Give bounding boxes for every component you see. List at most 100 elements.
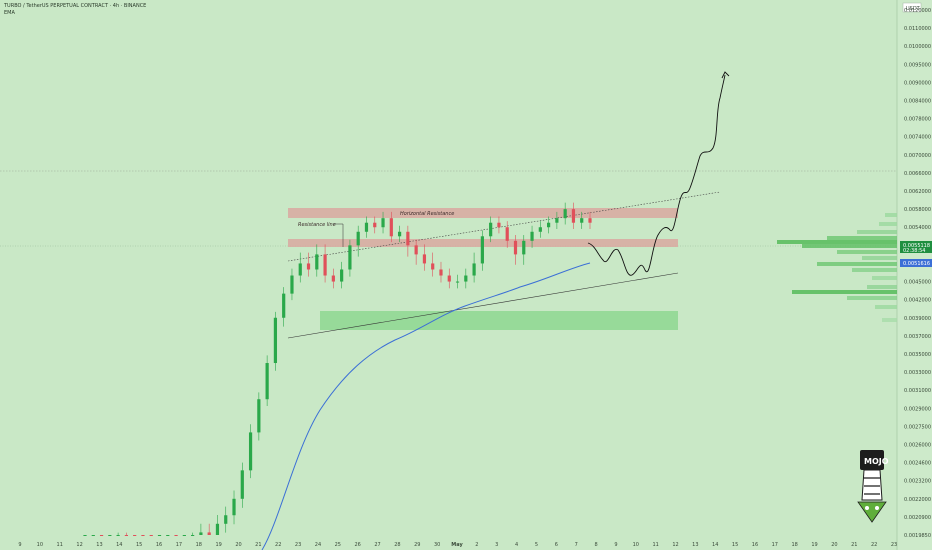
y-tick-label: 0.0027500 [904, 424, 931, 430]
x-tick-label: May [451, 542, 463, 548]
candle-body [414, 245, 418, 255]
volume-profile-bar [857, 230, 897, 234]
x-tick-label: 30 [434, 542, 440, 548]
x-tick-label: 15 [136, 542, 142, 548]
candle-body [431, 263, 435, 270]
x-tick-label: 15 [732, 542, 738, 548]
candle-body [298, 263, 302, 276]
currency-label: USDT [906, 6, 921, 12]
x-tick-label: 17 [176, 542, 182, 548]
y-axis-ticks: 0.0120000 0.0110000 0.0100000 0.0095000 0.00… [904, 8, 931, 539]
candle-body [199, 532, 203, 535]
y-tick-label: 0.0084000 [904, 99, 931, 105]
candle-body [157, 535, 162, 536]
x-tick-label: 29 [414, 542, 420, 548]
candle-body [273, 317, 278, 364]
volume-profile-bar [852, 268, 897, 272]
currency-badge [902, 2, 922, 13]
resistance-line-label: Resistance line [298, 222, 336, 228]
chart-title-text: TURBO / TetherUS PERPETUAL CONTRACT · 4h… [4, 3, 147, 9]
x-tick-label: 9 [18, 542, 21, 548]
x-tick-label: 21 [851, 542, 857, 548]
candle-body [91, 535, 95, 536]
candle-body [248, 432, 253, 471]
countdown-text: 02:38:54 [903, 248, 925, 254]
candle-body [348, 245, 352, 270]
ema-price-text: 0.0051616 [903, 261, 930, 267]
volume-profile-bar [837, 250, 897, 254]
candle-body [323, 254, 327, 276]
candle-body [538, 227, 542, 232]
candle-body [240, 470, 244, 499]
y-tick-label: 0.0074000 [904, 135, 931, 141]
candle-body [108, 535, 112, 536]
x-tick-label: 16 [156, 542, 162, 548]
x-tick-label: 21 [255, 542, 261, 548]
y-tick-label: 0.0022000 [904, 497, 931, 503]
candle-body [397, 231, 402, 237]
volume-profile-bar [802, 244, 897, 248]
candle-body [207, 532, 211, 535]
x-tick-label: 4 [515, 542, 518, 548]
candle-body [389, 218, 393, 237]
candle-body [497, 222, 501, 228]
x-tick-label: 14 [116, 542, 122, 548]
x-tick-label: 23 [891, 542, 897, 548]
y-tick-label: 0.0019850 [904, 533, 931, 539]
x-tick-label: 14 [712, 542, 718, 548]
resistance-zone-upper [288, 208, 678, 218]
candle-body [215, 523, 220, 535]
price-axis[interactable] [897, 0, 932, 550]
x-tick-label: 10 [37, 542, 43, 548]
candle-body [166, 535, 170, 536]
y-tick-label: 0.0054000 [904, 225, 931, 231]
candle-body [472, 263, 476, 276]
x-tick-label: 24 [315, 542, 321, 548]
candle-body [356, 231, 360, 246]
projection-path [587, 74, 726, 276]
candle-body [381, 218, 385, 228]
x-axis-ticks: 9 10 11 12 13 14 15 16 17 18 19 20 21 22 23 24 25 26 27 28 2… [18, 542, 897, 548]
x-tick-label: 11 [652, 542, 658, 548]
y-tick-label: 0.0023200 [904, 479, 931, 485]
candle-body [455, 281, 460, 283]
y-tick-label: 0.0090000 [904, 80, 931, 86]
x-tick-label: 12 [672, 542, 678, 548]
candle-body [191, 535, 195, 536]
x-tick-label: 26 [354, 542, 360, 548]
candle-body [141, 535, 145, 536]
candle-body [257, 399, 261, 433]
x-tick-label: 8 [594, 542, 597, 548]
volume-profile-bar [885, 213, 897, 217]
y-tick-label: 0.0062000 [904, 189, 931, 195]
y-tick-label: 0.0120000 [904, 8, 931, 14]
x-tick-label: 7 [575, 542, 578, 548]
y-tick-label: 0.0037000 [904, 334, 931, 340]
volume-profile-bar [862, 256, 897, 260]
y-tick-label: 0.0100000 [904, 44, 931, 50]
volume-profile-bar [777, 240, 897, 244]
volume-profile-bar [875, 305, 897, 309]
candle-body [282, 293, 286, 318]
candle-body [149, 535, 153, 536]
volume-profile-bar [792, 290, 897, 294]
candle-body [480, 236, 484, 264]
y-tick-label: 0.0095000 [904, 62, 931, 68]
y-tick-label: 0.0020900 [904, 515, 931, 521]
candle-body [563, 209, 567, 219]
support-zone [320, 311, 678, 330]
y-tick-label: 0.0031000 [904, 388, 931, 394]
y-tick-label: 0.0039000 [904, 316, 931, 322]
volume-profile [777, 213, 897, 322]
y-tick-label: 0.0026000 [904, 442, 931, 448]
x-tick-label: 17 [772, 542, 778, 548]
candle-body [522, 240, 526, 255]
last-price-tag [900, 241, 932, 253]
candle-body [447, 275, 451, 282]
x-tick-label: 19 [215, 542, 221, 548]
candle-body [232, 498, 236, 516]
volume-profile-bar [817, 262, 897, 266]
volume-profile-bar [847, 296, 897, 300]
y-tick-label: 0.0078000 [904, 117, 931, 123]
